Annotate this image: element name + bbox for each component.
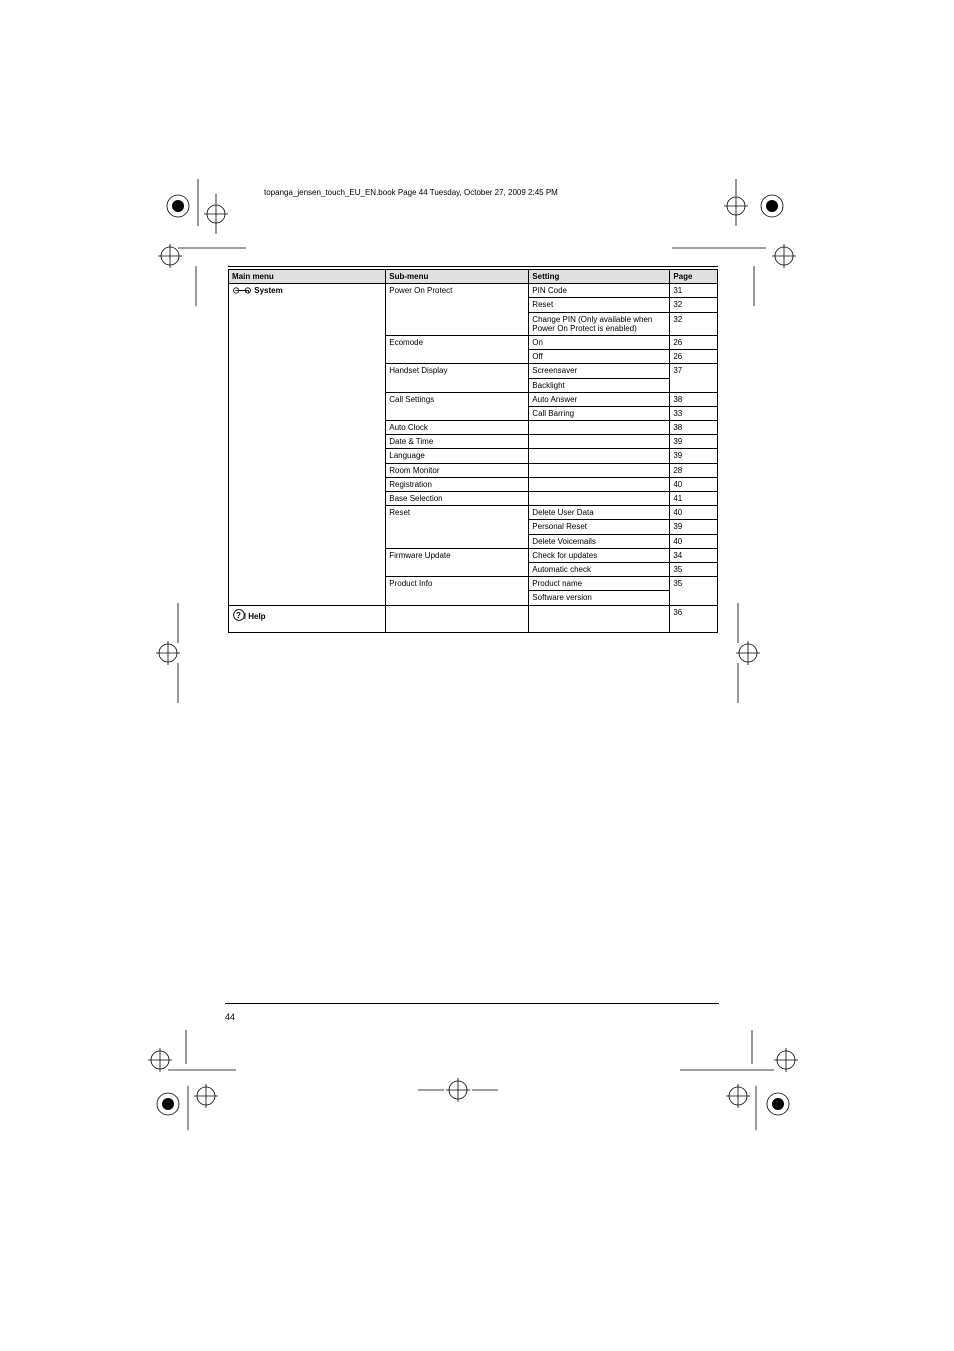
- cell-setting: Change PIN (Only available when Power On…: [529, 312, 670, 335]
- cell-sub: Product Info: [386, 577, 529, 605]
- cell-page: 40: [670, 506, 718, 520]
- top-rule: [228, 266, 718, 267]
- print-area: Main menu Sub-menu Setting Page: [228, 266, 716, 633]
- cell-main-help-label: Help: [248, 612, 265, 621]
- cell-setting: [529, 421, 670, 435]
- cell-setting: [529, 492, 670, 506]
- cell-sub: Firmware Update: [386, 548, 529, 576]
- cell-sub: Power On Protect: [386, 284, 529, 336]
- cell-sub: Call Settings: [386, 392, 529, 420]
- cell-sub: Auto Clock: [386, 421, 529, 435]
- help-icon: ?: [232, 612, 248, 621]
- cell-page: 40: [670, 534, 718, 548]
- cell-setting: Check for updates: [529, 548, 670, 562]
- cell-sub: Language: [386, 449, 529, 463]
- cell-setting: Screensaver: [529, 364, 670, 378]
- cell-setting: Backlight: [529, 378, 670, 392]
- cell-sub: Registration: [386, 477, 529, 491]
- cell-main-help: ? Help: [229, 605, 386, 632]
- cell-setting: PIN Code: [529, 284, 670, 298]
- cell-setting: Delete Voicemails: [529, 534, 670, 548]
- cell-setting: Personal Reset: [529, 520, 670, 534]
- cell-sub: Base Selection: [386, 492, 529, 506]
- col-sub-header: Sub-menu: [386, 270, 529, 284]
- cell-page: 35: [670, 562, 718, 576]
- cell-page: 38: [670, 392, 718, 406]
- cell-sub: Handset Display: [386, 364, 529, 392]
- crop-mark-bottom-centre-icon: [418, 1070, 498, 1110]
- cell-setting: On: [529, 335, 670, 349]
- cell-sub: Room Monitor: [386, 463, 529, 477]
- cell-setting: [529, 435, 670, 449]
- cell-page: 32: [670, 298, 718, 312]
- cell-setting: Software version: [529, 591, 670, 605]
- table-row: ? Help 36: [229, 605, 718, 632]
- cell-main-system: System: [229, 284, 386, 605]
- table-body: System Power On Protect PIN Code 31 Rese…: [229, 284, 718, 632]
- crop-mark-bot-left-icon: [138, 1030, 236, 1130]
- cell-setting: Auto Answer: [529, 392, 670, 406]
- cell-setting: [529, 477, 670, 491]
- cell-setting: Product name: [529, 577, 670, 591]
- cell-main-system-label: System: [254, 286, 282, 295]
- cell-page: 34: [670, 548, 718, 562]
- cell-page: 32: [670, 312, 718, 335]
- cell-page: 39: [670, 520, 718, 534]
- settings-table: Main menu Sub-menu Setting Page: [228, 269, 718, 633]
- crop-mark-mid-left-icon: [138, 603, 204, 703]
- cell-sub: Reset: [386, 506, 529, 549]
- crop-mark-mid-right-icon: [712, 603, 778, 703]
- cell-page: 26: [670, 350, 718, 364]
- cell-page: 41: [670, 492, 718, 506]
- cell-page: 28: [670, 463, 718, 477]
- cell-page: 26: [670, 335, 718, 349]
- cell-sub: Ecomode: [386, 335, 529, 363]
- col-page-header: Page: [670, 270, 718, 284]
- cell-sub: [386, 605, 529, 632]
- cell-setting: [529, 605, 670, 632]
- cell-page: 39: [670, 449, 718, 463]
- cell-page: 39: [670, 435, 718, 449]
- cell-page: 38: [670, 421, 718, 435]
- cell-page: 35: [670, 577, 718, 605]
- cell-setting: Reset: [529, 298, 670, 312]
- crop-mark-bot-right-icon: [680, 1030, 808, 1130]
- cell-page: 36: [670, 605, 718, 632]
- cell-setting: Off: [529, 350, 670, 364]
- key-icon: [232, 286, 254, 295]
- table-header-row: Main menu Sub-menu Setting Page: [229, 270, 718, 284]
- col-set-header: Setting: [529, 270, 670, 284]
- cell-page: 33: [670, 406, 718, 420]
- col-main-header: Main menu: [229, 270, 386, 284]
- cell-sub: Date & Time: [386, 435, 529, 449]
- page-number: 44: [225, 1012, 235, 1022]
- cell-setting: [529, 449, 670, 463]
- cell-page: 37: [670, 364, 718, 392]
- cell-setting: Automatic check: [529, 562, 670, 576]
- cell-page: 40: [670, 477, 718, 491]
- cell-setting: [529, 463, 670, 477]
- footer-rule: [225, 1003, 719, 1004]
- page-banner-label: topanga_jensen_touch_EU_EN.book Page 44 …: [264, 188, 558, 197]
- cell-setting: Delete User Data: [529, 506, 670, 520]
- table-row: System Power On Protect PIN Code 31: [229, 284, 718, 298]
- cell-page: 31: [670, 284, 718, 298]
- svg-text:?: ?: [236, 611, 241, 620]
- cell-setting: Call Barring: [529, 406, 670, 420]
